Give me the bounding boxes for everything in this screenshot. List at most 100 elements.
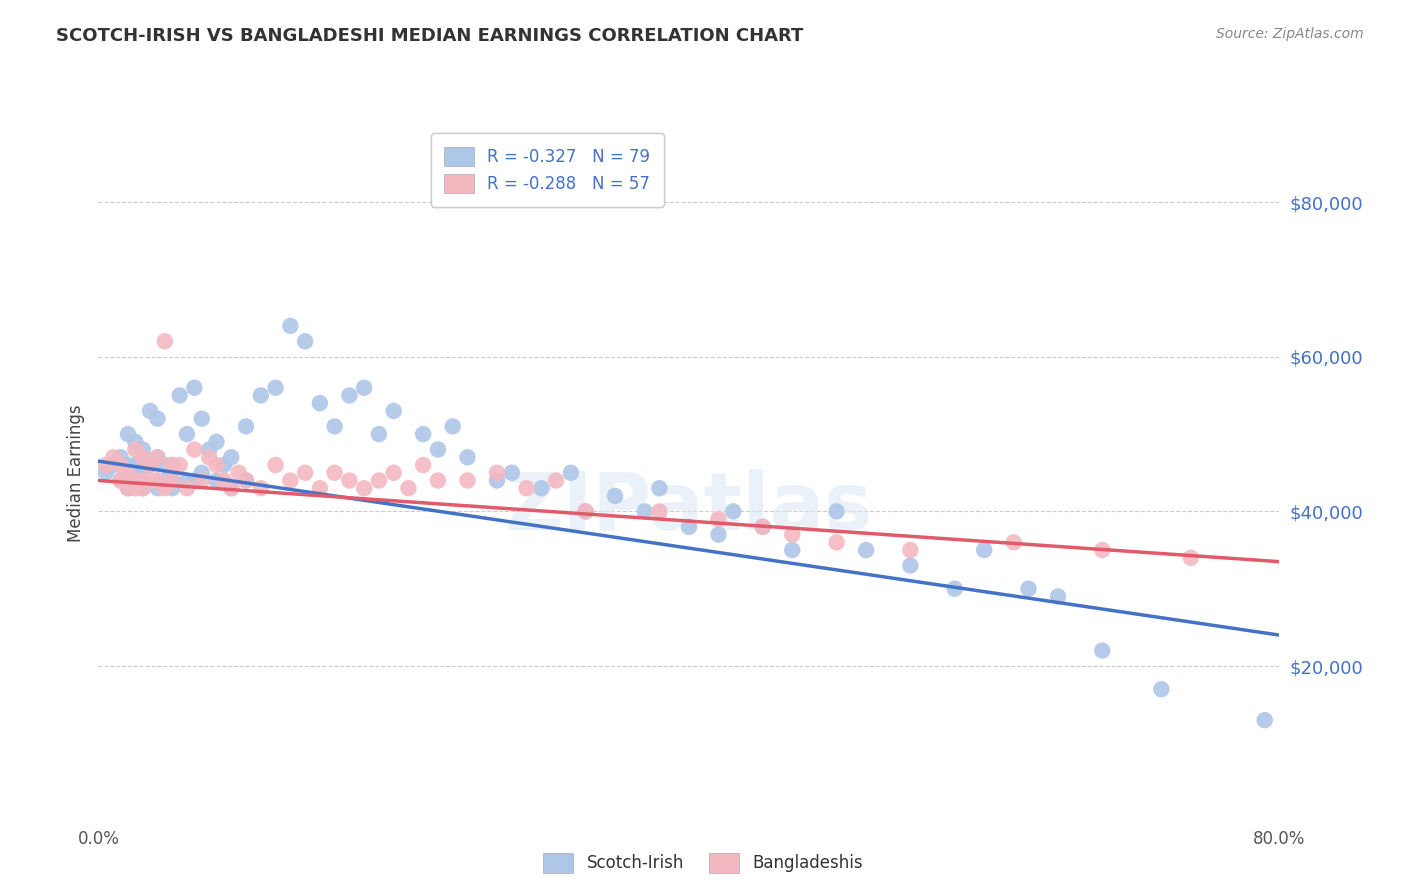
Point [1150, 682, 1173, 697]
Point [323, 466, 346, 480]
Point [191, 411, 214, 425]
Point [605, 489, 627, 503]
Point [382, 404, 405, 418]
Point [337, 388, 360, 402]
Point [205, 458, 228, 472]
Point [183, 381, 205, 395]
Point [162, 458, 183, 472]
Point [368, 427, 391, 442]
Point [368, 474, 391, 488]
Point [278, 474, 302, 488]
Point [117, 466, 139, 480]
Point [176, 427, 198, 442]
Point [117, 481, 139, 495]
Text: Source: ZipAtlas.com: Source: ZipAtlas.com [1216, 27, 1364, 41]
Point [110, 458, 132, 472]
Point [110, 474, 132, 488]
Point [132, 466, 155, 480]
Point [574, 504, 596, 518]
Point [162, 474, 183, 488]
Point [501, 466, 523, 480]
Point [117, 427, 139, 442]
Point [486, 474, 509, 488]
Point [574, 504, 596, 518]
Point [153, 481, 176, 495]
Text: SCOTCH-IRISH VS BANGLADESHI MEDIAN EARNINGS CORRELATION CHART: SCOTCH-IRISH VS BANGLADESHI MEDIAN EARNI… [56, 27, 804, 45]
Point [94, 458, 117, 472]
Point [337, 474, 360, 488]
Point [1046, 590, 1069, 604]
Point [176, 474, 198, 488]
Point [110, 474, 132, 488]
Point [353, 381, 375, 395]
Point [721, 504, 744, 518]
Point [707, 512, 730, 526]
Point [162, 474, 183, 488]
Point [530, 481, 553, 495]
Point [124, 481, 146, 495]
Point [427, 474, 450, 488]
Point [153, 458, 176, 472]
Point [117, 481, 139, 495]
Point [212, 474, 235, 488]
Point [183, 474, 205, 488]
Point [212, 458, 235, 472]
Point [139, 458, 162, 472]
Point [751, 520, 773, 534]
Point [103, 450, 125, 465]
Point [441, 419, 464, 434]
Point [110, 450, 132, 465]
Point [169, 388, 191, 402]
Point [900, 543, 922, 558]
Point [117, 466, 139, 480]
Point [132, 474, 155, 488]
Point [235, 474, 257, 488]
Point [139, 474, 162, 488]
Point [162, 458, 183, 472]
Point [183, 442, 205, 457]
Point [146, 450, 169, 465]
Point [205, 474, 228, 488]
Point [412, 458, 434, 472]
Point [146, 474, 169, 488]
Point [427, 442, 450, 457]
Point [855, 543, 877, 558]
Point [124, 474, 146, 488]
Point [309, 481, 332, 495]
Point [382, 466, 405, 480]
Point [309, 396, 332, 410]
Point [264, 381, 287, 395]
Point [782, 527, 804, 541]
Point [751, 520, 773, 534]
Point [825, 535, 848, 549]
Point [103, 458, 125, 472]
Point [515, 481, 537, 495]
Point [124, 474, 146, 488]
Point [146, 450, 169, 465]
Point [132, 450, 155, 465]
Point [198, 450, 221, 465]
Point [117, 458, 139, 472]
Point [456, 474, 478, 488]
Point [250, 388, 273, 402]
Point [412, 427, 434, 442]
Point [825, 504, 848, 518]
Point [1091, 643, 1114, 657]
Y-axis label: Median Earnings: Median Earnings [66, 404, 84, 541]
Point [560, 466, 582, 480]
Point [323, 419, 346, 434]
Legend: Scotch-Irish, Bangladeshis: Scotch-Irish, Bangladeshis [537, 847, 869, 880]
Point [146, 474, 169, 488]
Point [633, 504, 655, 518]
Point [124, 434, 146, 449]
Point [278, 318, 302, 333]
Point [191, 474, 214, 488]
Point [1180, 550, 1202, 565]
Point [139, 404, 162, 418]
Point [648, 504, 671, 518]
Point [396, 481, 419, 495]
Point [1002, 535, 1025, 549]
Point [1017, 582, 1039, 596]
Point [456, 450, 478, 465]
Point [235, 419, 257, 434]
